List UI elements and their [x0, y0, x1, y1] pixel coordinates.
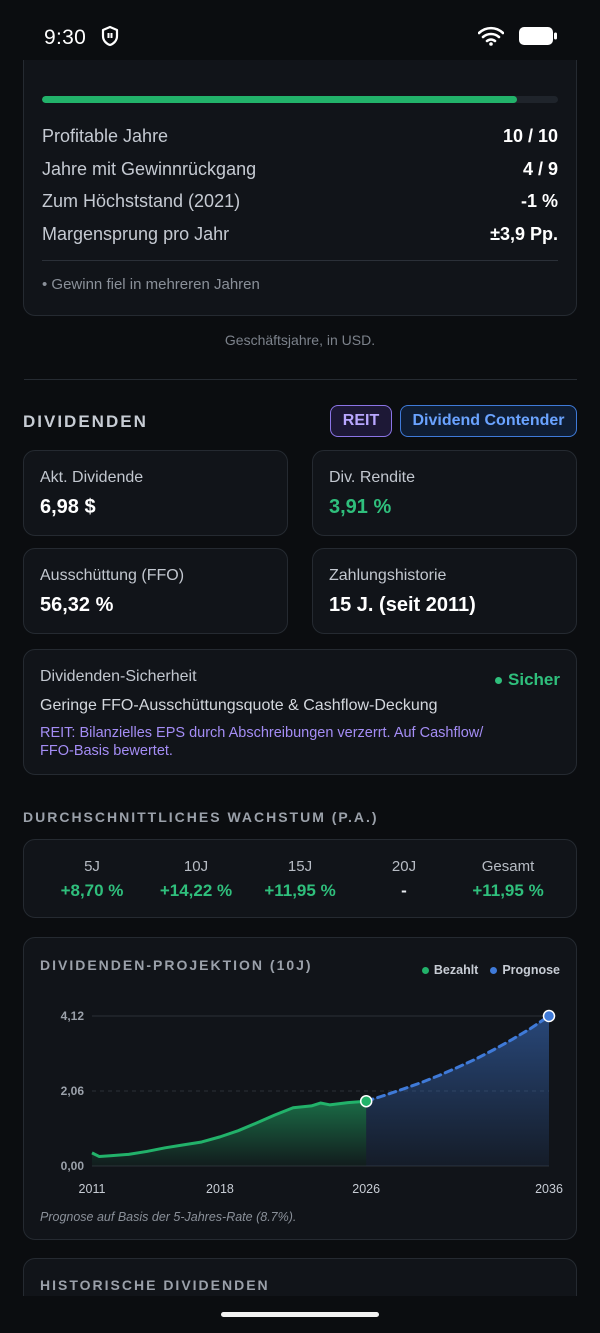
- profitability-card: Profitable Jahre 10 / 10 Jahre mit Gewin…: [23, 60, 577, 316]
- stat-label: Margensprung pro Jahr: [42, 223, 230, 244]
- x-tick-label: 2026: [352, 1182, 380, 1196]
- stat-value: ±3,9 Pp.: [490, 223, 558, 244]
- growth-label: Gesamt: [481, 858, 535, 875]
- chart-note: Prognose auf Basis der 5-Jahres-Rate (8.…: [40, 1210, 297, 1224]
- fiscal-note: Geschäftsjahre, in USD.: [224, 332, 376, 348]
- safety-status-badge: Sicher: [495, 670, 560, 690]
- status-dot-icon: [495, 676, 503, 684]
- shield-icon: [100, 25, 120, 52]
- legend-item-forecast[interactable]: Prognose: [490, 963, 560, 977]
- safety-reit-note-line: REIT: Bilanzielles EPS durch Abschreibun…: [40, 725, 484, 741]
- wifi-icon: [477, 26, 505, 51]
- profit-progress-bar: [42, 96, 558, 103]
- home-indicator[interactable]: [221, 1312, 379, 1317]
- safety-status-label: Sicher: [508, 670, 560, 689]
- profit-note: • Gewinn fiel in mehreren Jahren: [42, 276, 260, 293]
- x-tick-label: 2011: [79, 1182, 106, 1196]
- safety-description: Geringe FFO-Ausschüttungsquote & Cashflo…: [40, 697, 438, 714]
- battery-icon: [518, 26, 558, 51]
- current-point-marker: [359, 1094, 373, 1108]
- growth-label: 10J: [183, 858, 209, 875]
- historical-dividends-title: HISTORISCHE DIVIDENDEN: [40, 1277, 270, 1293]
- metric-value: 15 J. (seit 2011): [329, 594, 476, 616]
- metric-value: 6,98 $: [40, 496, 96, 518]
- profit-progress-fill: [42, 96, 517, 103]
- legend-dot-icon: [490, 966, 498, 974]
- metric-card-current-dividend[interactable]: Akt. Dividende 6,98 $: [23, 450, 288, 536]
- stat-label: Jahre mit Gewinnrückgang: [42, 158, 257, 179]
- dividend-safety-card[interactable]: Dividenden-Sicherheit Sicher Geringe FFO…: [23, 649, 577, 775]
- forecast-series-line: [364, 1014, 551, 1103]
- growth-col-15y: 15J +11,95 %: [250, 858, 350, 901]
- growth-col-20y: 20J -: [354, 858, 454, 901]
- growth-col-total: Gesamt +11,95 %: [458, 858, 558, 901]
- stat-label: Profitable Jahre: [42, 125, 169, 146]
- metric-label: Ausschüttung (FFO): [40, 567, 185, 584]
- legend-label: Prognose: [502, 963, 560, 977]
- paid-series-line: [91, 1099, 367, 1159]
- y-tick-label: 0,00: [61, 1159, 85, 1173]
- section-divider: [24, 379, 577, 380]
- legend-label: Bezahlt: [433, 963, 479, 977]
- forecast-end-marker: [542, 1009, 556, 1023]
- metric-card-payout-ffo[interactable]: Ausschüttung (FFO) 56,32 %: [23, 548, 288, 634]
- metric-label: Akt. Dividende: [40, 469, 144, 486]
- projection-chart[interactable]: 0,00 2,06 4,12 2011 2018 2026 2036: [24, 938, 578, 1208]
- stat-value: 10 / 10: [502, 125, 558, 146]
- stat-row-peak: Zum Höchststand (2021) -1 %: [42, 186, 558, 216]
- reit-badge[interactable]: REIT: [330, 405, 392, 437]
- metric-value: 56,32 %: [40, 594, 114, 616]
- safety-reit-note: REIT: Bilanzielles EPS durch Abschreibun…: [40, 724, 520, 760]
- dividend-projection-card: DIVIDENDEN-PROJEKTION (10J) Bezahlt Prog…: [23, 937, 577, 1240]
- growth-col-5y: 5J +8,70 %: [42, 858, 142, 901]
- stat-label: Zum Höchststand (2021): [42, 190, 241, 211]
- safety-reit-note-line: FFO-Basis bewertet.: [40, 743, 173, 759]
- growth-label: 15J: [287, 858, 313, 875]
- growth-label: 5J: [84, 858, 100, 875]
- legend-item-paid[interactable]: Bezahlt: [421, 963, 479, 977]
- legend-dot-icon: [421, 966, 429, 974]
- growth-section-title: DURCHSCHNITTLICHES WACHSTUM (P.A.): [23, 809, 379, 825]
- growth-card: 5J +8,70 % 10J +14,22 % 15J +11,95 % 20J…: [23, 839, 577, 918]
- growth-value: +11,95 %: [264, 881, 336, 900]
- metric-label: Zahlungshistorie: [329, 567, 447, 584]
- x-tick-label: 2036: [535, 1182, 563, 1196]
- stat-row-margin-jump: Margensprung pro Jahr ±3,9 Pp.: [42, 219, 558, 249]
- growth-value: +11,95 %: [472, 881, 544, 900]
- divider: [42, 260, 558, 261]
- status-time: 9:30: [44, 26, 87, 49]
- growth-value: +14,22 %: [159, 881, 233, 900]
- stat-row-profitable-years: Profitable Jahre 10 / 10: [42, 121, 558, 151]
- growth-value: +8,70 %: [60, 881, 124, 900]
- growth-label: 20J: [391, 858, 417, 875]
- metric-value: 3,91 %: [329, 496, 392, 518]
- y-tick-label: 2,06: [61, 1084, 85, 1098]
- x-tick-label: 2018: [206, 1182, 234, 1196]
- stat-value: -1 %: [520, 190, 558, 211]
- status-bar: 9:30: [0, 0, 600, 76]
- stat-value: 4 / 9: [522, 158, 558, 179]
- dividend-contender-badge[interactable]: Dividend Contender: [400, 405, 577, 437]
- dividends-section-title: DIVIDENDEN: [23, 412, 148, 431]
- metric-label: Div. Rendite: [329, 469, 415, 486]
- growth-col-10y: 10J +14,22 %: [146, 858, 246, 901]
- safety-title: Dividenden-Sicherheit: [40, 668, 197, 685]
- growth-value: -: [401, 881, 407, 900]
- chart-legend: Bezahlt Prognose: [421, 963, 560, 977]
- metric-card-payment-history[interactable]: Zahlungshistorie 15 J. (seit 2011): [312, 548, 577, 634]
- y-tick-label: 4,12: [61, 1009, 85, 1023]
- stat-row-decline-years: Jahre mit Gewinnrückgang 4 / 9: [42, 154, 558, 184]
- forecast-area: [366, 1016, 549, 1166]
- metric-card-dividend-yield[interactable]: Div. Rendite 3,91 %: [312, 450, 577, 536]
- chart-title: DIVIDENDEN-PROJEKTION (10J): [40, 957, 313, 973]
